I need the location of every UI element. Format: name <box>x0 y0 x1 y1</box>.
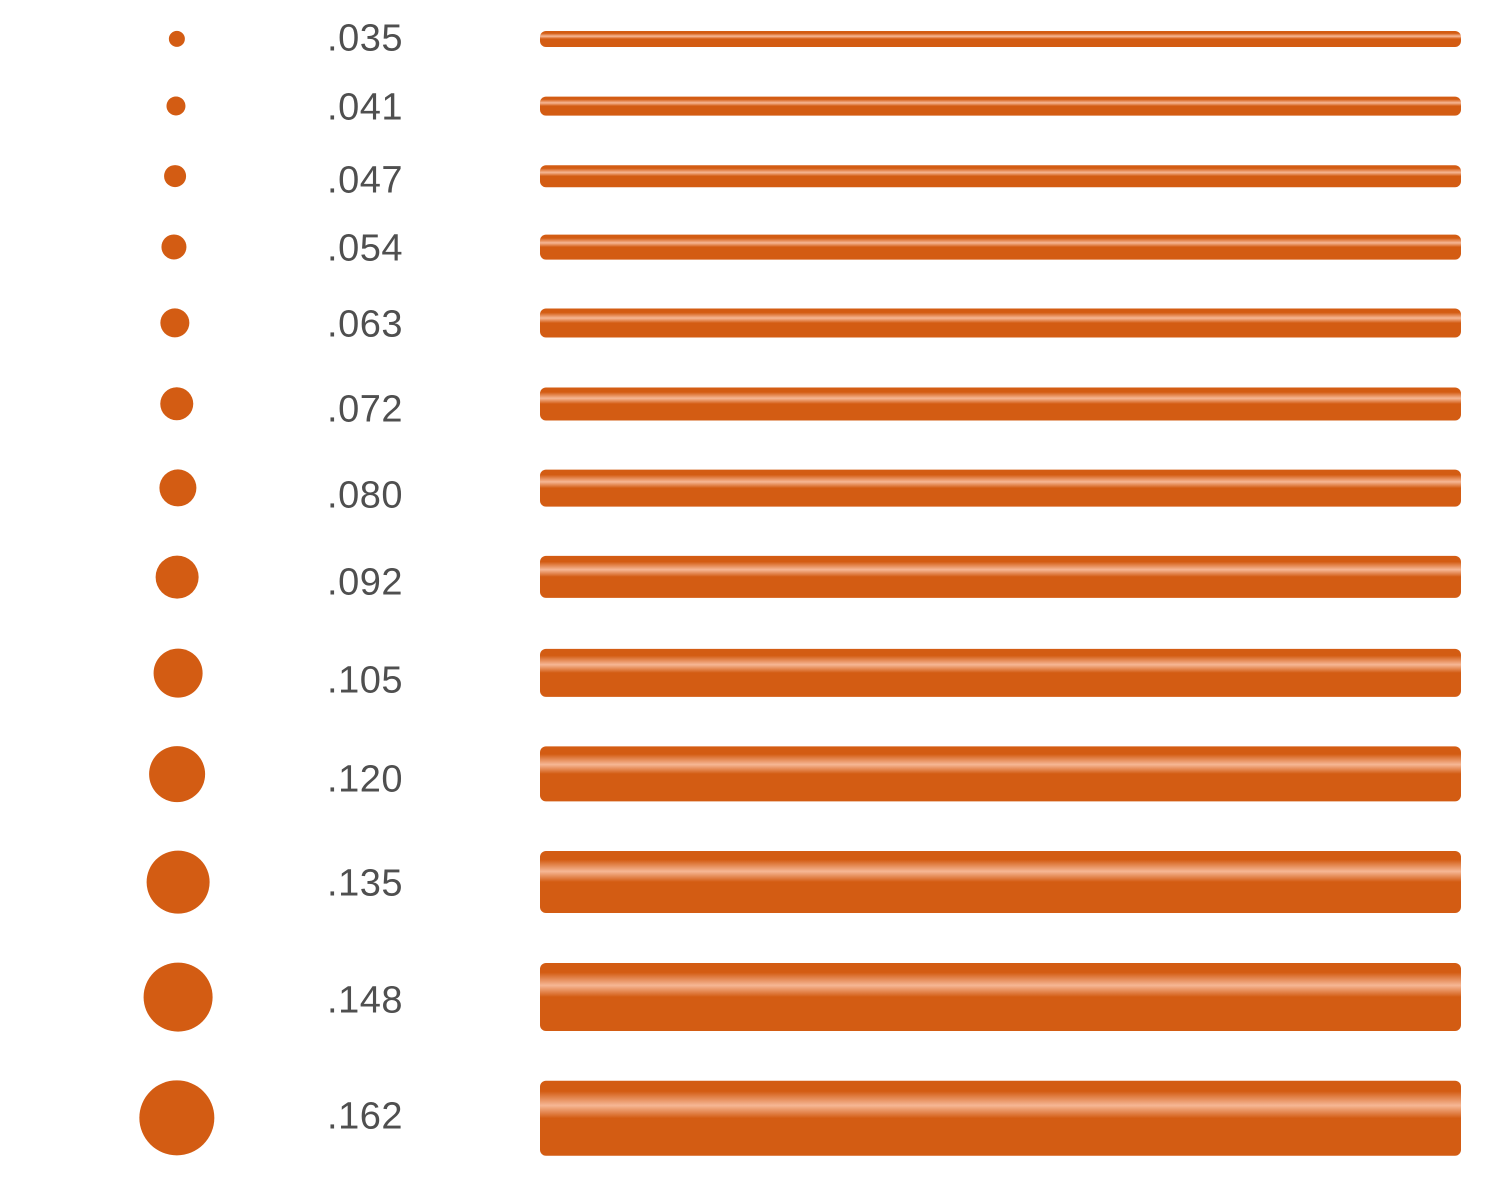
wire-cross-section <box>164 165 186 187</box>
wire-rod <box>540 850 1461 914</box>
size-label: .148 <box>327 979 403 1022</box>
wire-cross-section <box>160 308 190 338</box>
wire-cross-section <box>155 555 199 599</box>
size-label: .054 <box>327 227 403 270</box>
wire-cross-section <box>166 96 186 116</box>
size-label: .120 <box>327 758 403 801</box>
size-label: .063 <box>327 303 403 346</box>
size-label: .162 <box>327 1095 403 1138</box>
wire-rod <box>540 96 1461 116</box>
wire-rod <box>540 469 1461 507</box>
wire-cross-section <box>159 469 197 507</box>
wire-cross-section <box>168 30 186 48</box>
wire-cross-section <box>143 962 213 1032</box>
size-label: .105 <box>327 659 403 702</box>
size-label: .035 <box>327 17 403 60</box>
wire-cross-section <box>146 850 210 914</box>
wire-rod <box>540 555 1461 599</box>
size-label: .080 <box>327 474 403 517</box>
size-label: .072 <box>327 388 403 431</box>
size-label: .041 <box>327 86 403 129</box>
wire-cross-section <box>160 387 194 421</box>
wire-cross-section <box>149 746 205 802</box>
wire-rod <box>540 746 1461 802</box>
wire-rod <box>540 308 1461 338</box>
wire-rod <box>540 234 1461 260</box>
wire-cross-section <box>153 648 203 698</box>
wire-cross-section <box>139 1080 215 1156</box>
wire-rod <box>540 165 1461 187</box>
size-label: .135 <box>327 862 403 905</box>
size-label: .092 <box>327 561 403 604</box>
wire-rod <box>540 30 1461 48</box>
wire-rod <box>540 1080 1461 1156</box>
wire-rod <box>540 387 1461 421</box>
wire-rod <box>540 648 1461 698</box>
wire-cross-section <box>161 234 187 260</box>
wire-rod <box>540 962 1461 1032</box>
size-label: .047 <box>327 159 403 202</box>
